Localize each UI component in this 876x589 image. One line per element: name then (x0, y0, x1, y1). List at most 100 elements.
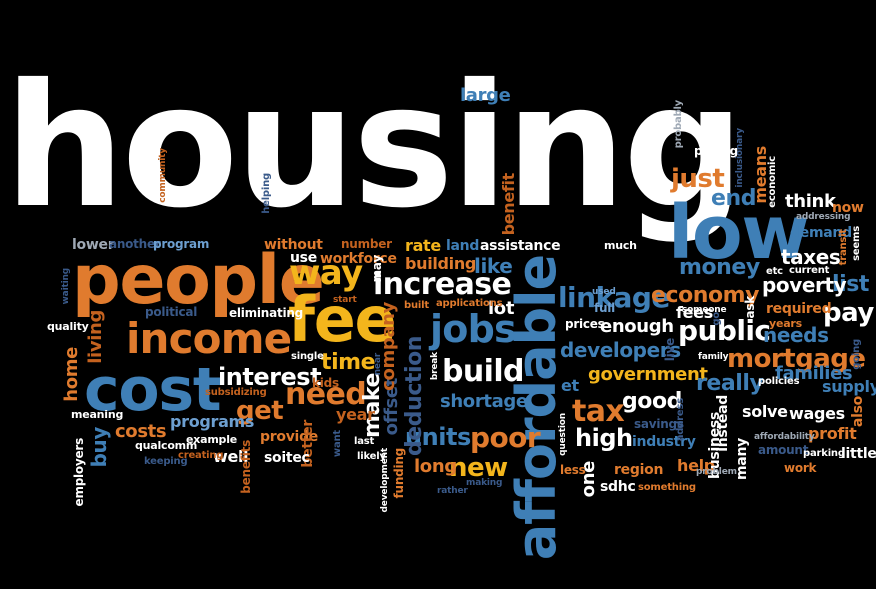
word-poverty: poverty (762, 275, 846, 295)
word-etc: etc (766, 267, 783, 277)
word-economic: economic (768, 156, 778, 208)
word-enough: enough (600, 318, 674, 336)
word-question: question (559, 413, 568, 456)
word-funding: funding (393, 448, 405, 498)
word-used: used (592, 288, 616, 297)
word-lower: lower (72, 238, 114, 252)
word-large: large (460, 87, 511, 105)
word-supply: supply (822, 379, 876, 395)
word-someone: someone (682, 306, 726, 315)
word-long: long (414, 458, 457, 476)
word-instead: instead (716, 395, 730, 452)
word-benefits: benefits (240, 440, 252, 494)
word-affordability: affordability (754, 433, 815, 442)
word-policies: policies (758, 377, 799, 387)
word-probably: probably (674, 100, 684, 148)
word-living: living (87, 310, 105, 364)
word-last: last (354, 437, 374, 447)
word-sdhc: sdhc (600, 480, 636, 494)
word-single: single (291, 352, 324, 362)
word-full: full (594, 302, 615, 314)
word-going: going (852, 339, 862, 370)
word-years: years (769, 318, 802, 329)
word-family: family (698, 353, 728, 362)
word-like: like (474, 256, 512, 276)
word-start: start (333, 296, 357, 305)
word-less: less (560, 464, 586, 476)
word-really: really (696, 373, 763, 395)
word-kids: kids (312, 377, 339, 389)
word-building: building (405, 256, 476, 272)
word-income: income (126, 318, 291, 360)
word-near: near (374, 353, 383, 375)
word-little: little (841, 447, 876, 461)
word-programs: programs (170, 414, 254, 430)
word-built: built (404, 301, 429, 311)
word-build: build (442, 357, 524, 387)
word-home: home (63, 347, 81, 402)
word-tax: tax (572, 397, 624, 427)
word-time: time (321, 352, 375, 374)
word-people: people (72, 247, 323, 315)
word-rate: rate (405, 238, 441, 254)
word-program: program (153, 238, 209, 250)
word-government: government (588, 366, 708, 384)
word-assistance: assistance (480, 239, 560, 253)
word-region: region (614, 463, 663, 477)
word-industry: industry (632, 435, 696, 449)
word-think: think (785, 193, 836, 211)
word-year: year (336, 407, 375, 423)
word-paying: paying (694, 145, 738, 157)
word-land: land (446, 239, 479, 253)
word-taxes: taxes (781, 247, 840, 267)
word-eliminating: eliminating (229, 307, 303, 319)
word-poor: poor (470, 424, 540, 452)
word-making: making (466, 479, 502, 488)
word-good: good (622, 391, 682, 413)
word-shortage: shortage (440, 393, 528, 411)
word-employers: employers (73, 438, 85, 506)
word-keeping: keeping (144, 457, 187, 467)
word-et: et (561, 378, 579, 394)
word-seems: seems (852, 226, 862, 261)
word-work: work (784, 462, 816, 474)
word-live: live (664, 338, 676, 361)
word-required: required (766, 302, 831, 316)
word-applications: applications (436, 299, 502, 309)
word-community: community (159, 148, 168, 203)
word-company: company (380, 302, 398, 391)
word-interest: interest (218, 365, 321, 389)
word-subsidizing: subsidizing (205, 388, 267, 398)
word-also: also (851, 396, 865, 427)
word-ask: ask (744, 296, 756, 319)
word-use: use (290, 251, 317, 265)
word-break: break (431, 352, 440, 380)
word-may: may (371, 255, 383, 282)
word-waiting: waiting (62, 268, 71, 304)
word-addressing: addressing (796, 213, 850, 222)
word-problem: problem (696, 468, 737, 477)
word-transit: transit (839, 229, 849, 265)
word-parking: parking (803, 449, 845, 459)
word-current: current (789, 266, 829, 276)
word-wages: wages (789, 406, 845, 422)
word-want: want (333, 430, 343, 457)
word-meaning: meaning (71, 409, 123, 420)
word-inclusionary: inclusionary (736, 128, 745, 188)
word-workforce: workforce (320, 252, 397, 266)
word-number: number (341, 238, 392, 250)
word-deduction: deduction (404, 336, 426, 456)
word-address: address (676, 398, 686, 441)
word-likely: likely (357, 452, 386, 462)
word-end: end (711, 188, 756, 210)
word-quality: quality (47, 321, 89, 332)
word-high: high (575, 426, 633, 450)
word-soitec: soitec (264, 451, 310, 465)
word-much: much (604, 240, 637, 251)
word-rather: rather (437, 487, 468, 496)
word-many: many (735, 438, 749, 480)
word-amount: amount (758, 444, 808, 456)
word-solve: solve (742, 404, 788, 420)
word-benefit: benefit (501, 173, 517, 235)
